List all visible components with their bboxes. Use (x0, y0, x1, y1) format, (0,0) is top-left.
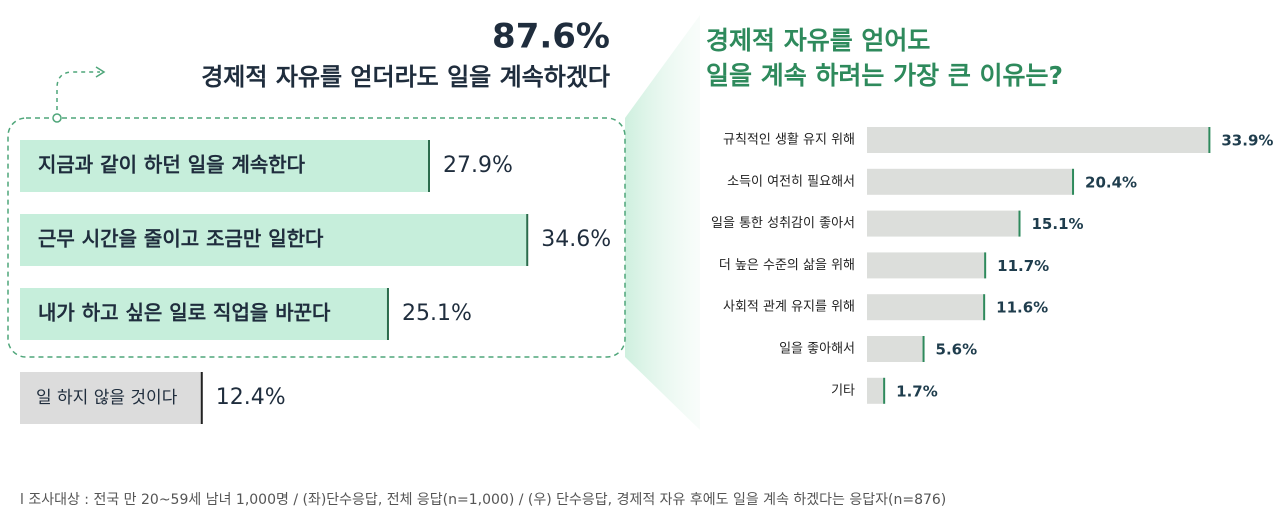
value-label: 5.6% (936, 341, 978, 359)
footnote: l 조사대상 : 전국 만 20~59세 남녀 1,000명 / (좌)단수응답… (20, 492, 946, 508)
connector-fan (625, 15, 700, 430)
value-label: 1.7% (896, 382, 938, 400)
bar (20, 372, 202, 424)
bar (20, 288, 388, 340)
arrow (56, 71, 100, 118)
bar-label: 일 하지 않을 것이다 (36, 388, 178, 408)
bar (867, 168, 1074, 195)
bar-label: 소득이 여전히 필요해서 (727, 174, 855, 189)
bar (867, 252, 986, 279)
value-label: 25.1% (402, 301, 472, 326)
bar (867, 336, 924, 362)
bar-label: 사회적 관계 유지를 위해 (723, 300, 855, 315)
bar-label: 일을 좋아해서 (779, 342, 855, 357)
bar-label: 지금과 같이 하던 일을 계속한다 (38, 153, 306, 177)
bar (867, 377, 885, 404)
bar-label: 일을 통한 성취감이 좋아서 (711, 216, 855, 231)
value-label: 33.9% (1221, 132, 1273, 150)
bar-label: 근무 시간을 줄이고 조금만 일한다 (38, 227, 324, 251)
right-title: 일을 계속 하려는 가장 큰 이유는? (706, 61, 1063, 90)
bar-label: 규칙적인 생활 유지 위해 (723, 133, 855, 148)
left-title: 경제적 자유를 얻더라도 일을 계속하겠다 (201, 63, 610, 91)
bar-label: 내가 하고 싶은 일로 직업을 바꾼다 (38, 301, 331, 325)
value-label: 11.7% (997, 257, 1049, 275)
arrow-dot (52, 113, 62, 123)
bar (867, 210, 1020, 237)
bar (867, 127, 1210, 153)
bar (20, 140, 430, 192)
bar (867, 294, 985, 321)
value-label: 12.4% (216, 385, 286, 410)
bar-label: 기타 (831, 383, 855, 398)
right-title: 경제적 자유를 얻어도 (706, 26, 930, 55)
value-label: 11.6% (996, 299, 1048, 317)
value-label: 20.4% (1085, 173, 1137, 191)
value-label: 34.6% (541, 227, 611, 252)
arrow-head (95, 66, 106, 78)
bar-label: 더 높은 수준의 삶을 위해 (719, 258, 855, 273)
highlight-value: 87.6% (492, 17, 610, 57)
value-label: 15.1% (1032, 215, 1084, 233)
bar (20, 214, 528, 266)
value-label: 27.9% (443, 153, 513, 178)
